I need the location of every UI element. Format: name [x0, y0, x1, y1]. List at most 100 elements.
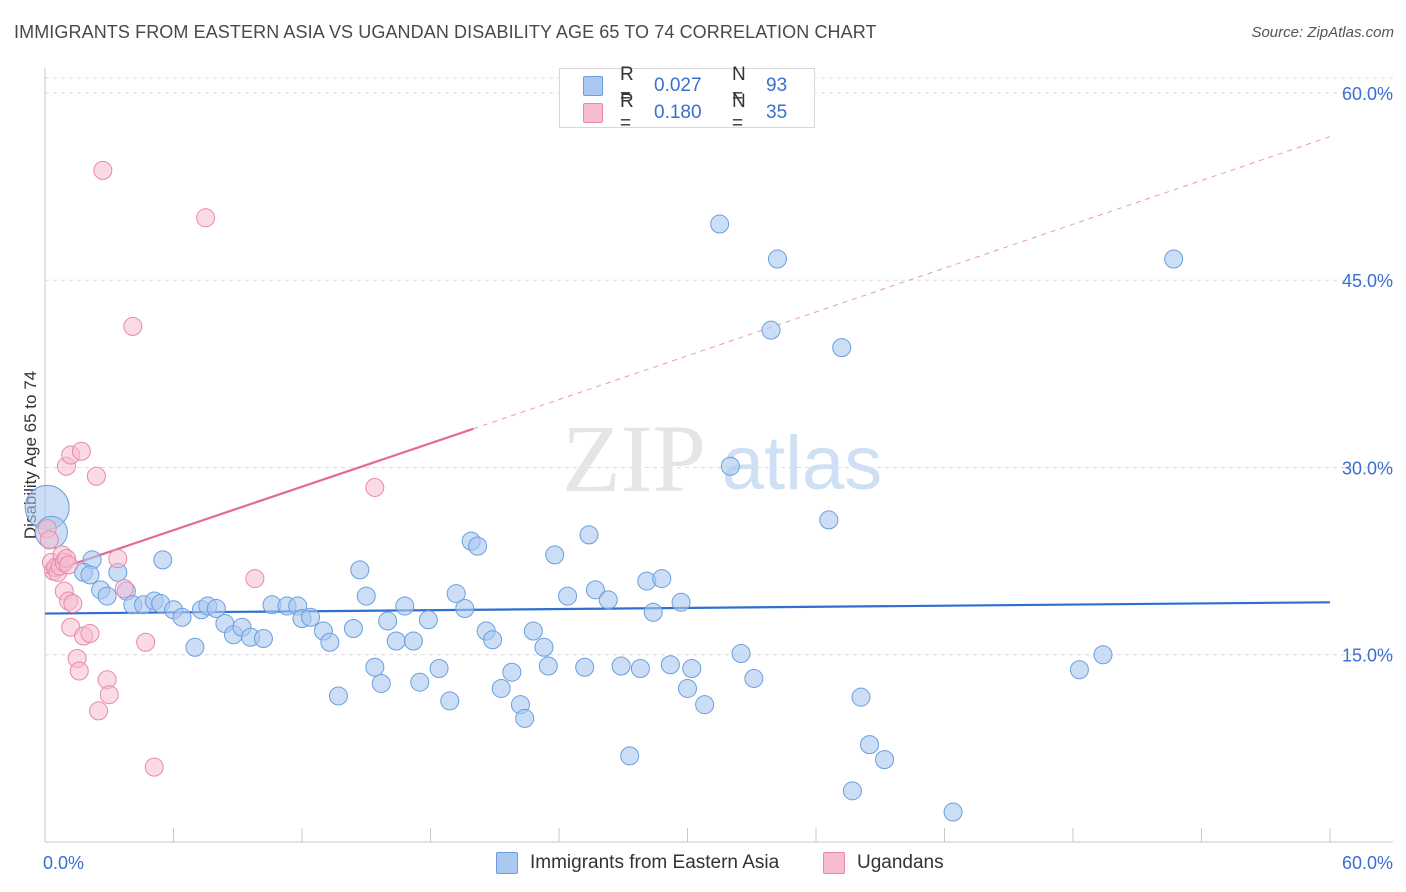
trend-lines — [44, 136, 1331, 615]
point-eastern-asia — [761, 320, 781, 340]
legend-n-value: 93 — [766, 75, 788, 96]
point-ugandans — [99, 685, 119, 705]
legend-n-label: N = — [732, 91, 746, 134]
x-tick-label: 0.0% — [43, 853, 84, 873]
axes — [44, 68, 1393, 843]
legend-label-eastern-asia: Immigrants from Eastern Asia — [530, 852, 780, 873]
x-tick-label: 60.0% — [1342, 853, 1393, 873]
point-eastern-asia — [491, 678, 511, 698]
point-eastern-asia — [515, 708, 535, 728]
point-ugandans — [86, 466, 106, 486]
point-eastern-asia — [744, 668, 764, 688]
point-eastern-asia — [660, 655, 680, 675]
point-ugandans — [136, 632, 156, 652]
point-ugandans — [89, 701, 109, 721]
y-tick-label: 30.0% — [1342, 458, 1393, 478]
point-eastern-asia — [410, 672, 430, 692]
point-eastern-asia — [579, 525, 599, 545]
point-eastern-asia — [710, 214, 730, 234]
point-eastern-asia — [446, 584, 466, 604]
point-ugandans — [80, 624, 100, 644]
point-eastern-asia — [356, 586, 376, 606]
y-tick-label: 45.0% — [1342, 271, 1393, 291]
point-eastern-asia — [630, 658, 650, 678]
point-eastern-asia — [253, 629, 273, 649]
point-eastern-asia — [819, 510, 839, 530]
point-eastern-asia — [875, 750, 895, 770]
point-eastern-asia — [403, 631, 423, 651]
point-eastern-asia — [558, 586, 578, 606]
point-eastern-asia — [365, 657, 385, 677]
source-label: Source: ZipAtlas.com — [1251, 24, 1394, 41]
point-ugandans — [245, 569, 265, 589]
point-eastern-asia — [502, 662, 522, 682]
point-ugandans — [114, 579, 134, 599]
point-eastern-asia — [652, 569, 672, 589]
point-eastern-asia — [538, 656, 558, 676]
watermark-atlas: atlas — [722, 421, 883, 506]
point-eastern-asia — [371, 673, 391, 693]
trendline-ugandans — [44, 427, 474, 575]
tick-labels: 15.0% 30.0% 45.0% 60.0% 0.0% 60.0% — [43, 84, 1393, 873]
point-eastern-asia — [1164, 249, 1184, 269]
point-eastern-asia — [643, 602, 663, 622]
watermark: ZIP atlas — [562, 405, 882, 512]
point-eastern-asia — [153, 550, 173, 570]
point-ugandans — [108, 549, 128, 569]
point-eastern-asia — [671, 592, 691, 612]
point-eastern-asia — [534, 637, 554, 657]
point-eastern-asia — [386, 631, 406, 651]
point-eastern-asia — [440, 691, 460, 711]
legend-swatch-blue — [496, 852, 518, 874]
chart-title: IMMIGRANTS FROM EASTERN ASIA VS UGANDAN … — [14, 22, 877, 42]
point-eastern-asia — [172, 607, 192, 627]
grid-lines — [45, 77, 1393, 656]
point-eastern-asia — [343, 619, 363, 639]
point-eastern-asia — [720, 456, 740, 476]
point-eastern-asia — [860, 735, 880, 755]
point-eastern-asia — [620, 746, 640, 766]
point-eastern-asia — [483, 630, 503, 650]
point-eastern-asia — [585, 580, 605, 600]
legend-n-value: 35 — [766, 102, 788, 123]
point-eastern-asia — [695, 695, 715, 715]
point-eastern-asia — [455, 599, 475, 619]
point-eastern-asia — [395, 596, 415, 616]
point-eastern-asia — [851, 687, 871, 707]
point-eastern-asia — [185, 637, 205, 657]
point-eastern-asia — [611, 656, 631, 676]
legend-r-value: 0.027 — [654, 75, 702, 96]
legend-swatch-pink — [583, 103, 603, 123]
point-ugandans — [196, 208, 216, 228]
point-eastern-asia — [378, 611, 398, 631]
legend-item-eastern-asia[interactable]: Immigrants from Eastern Asia — [496, 852, 779, 874]
point-ugandans — [63, 594, 83, 614]
y-tick-label: 15.0% — [1342, 646, 1393, 666]
legend-item-ugandans[interactable]: Ugandans — [823, 852, 944, 874]
series-legend: Immigrants from Eastern Asia Ugandans — [0, 852, 1406, 878]
point-eastern-asia — [97, 586, 117, 606]
point-eastern-asia — [206, 599, 226, 619]
point-eastern-asia — [429, 658, 449, 678]
point-eastern-asia — [575, 657, 595, 677]
legend-n-label: N = — [732, 64, 746, 107]
point-eastern-asia — [767, 249, 787, 269]
y-tick-label: 60.0% — [1342, 84, 1393, 104]
point-eastern-asia — [320, 632, 340, 652]
point-ugandans — [144, 757, 164, 777]
point-eastern-asia — [832, 338, 852, 358]
legend-swatch-blue — [583, 76, 603, 96]
legend-label-ugandans: Ugandans — [857, 852, 944, 873]
point-eastern-asia — [943, 802, 963, 822]
point-eastern-asia — [598, 590, 618, 610]
point-eastern-asia — [1093, 645, 1113, 665]
trendline-ugandans-extrapolated — [473, 136, 1331, 430]
legend-r-label: R = — [620, 64, 634, 107]
point-ugandans — [69, 661, 89, 681]
point-ugandans — [365, 477, 385, 497]
point-eastern-asia — [350, 560, 370, 580]
point-eastern-asia — [418, 610, 438, 630]
point-eastern-asia — [731, 643, 751, 663]
legend-r-value: 0.180 — [654, 102, 702, 123]
